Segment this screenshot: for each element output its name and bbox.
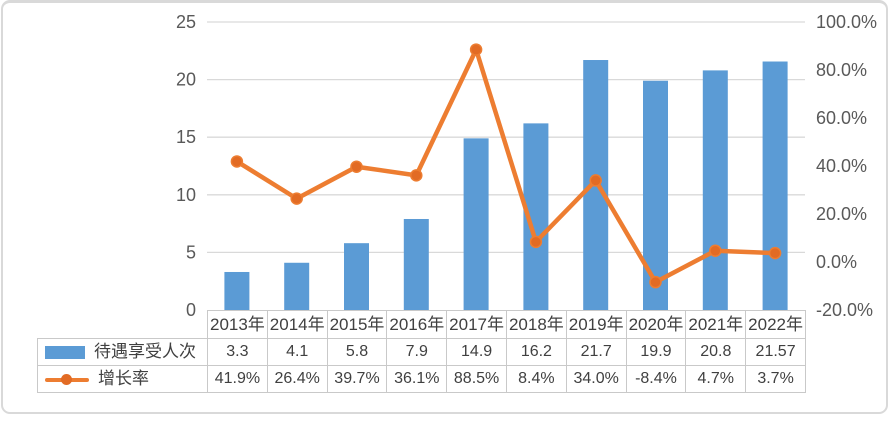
legend-cell-bar-series: 待遇享受人次: [37, 338, 208, 366]
left-axis-tick: 15: [176, 127, 196, 147]
value-cell: 7.9: [386, 338, 448, 366]
value-cell: 39.7%: [326, 365, 388, 393]
year-header-cell: 2022年: [745, 310, 806, 339]
value-cell: 8.4%: [505, 365, 567, 393]
value-cell: 16.2: [505, 338, 567, 366]
year-header-cell: 2020年: [625, 310, 687, 339]
marker-2017年: [469, 43, 483, 56]
right-axis-tick: -20.0%: [816, 300, 873, 320]
bar-2022年: [762, 61, 788, 311]
value-cell: 21.57: [745, 338, 806, 366]
marker-2016年: [410, 169, 423, 182]
chart-data-table: 2013年 2014年 2015年 2016年 2017年 2018年 2019年 2020年…: [37, 310, 806, 393]
marker-2020年: [649, 275, 662, 289]
left-axis-tick: 5: [186, 242, 196, 262]
value-cell: 34.0%: [565, 365, 627, 393]
line-legend-swatch-icon: [45, 373, 89, 386]
value-cell: 36.1%: [386, 365, 448, 393]
bar-2021年: [702, 70, 728, 310]
year-header-cell: 2015年: [326, 310, 388, 339]
value-cell: 41.9%: [207, 365, 268, 393]
value-cell: 3.7%: [745, 365, 806, 393]
year-header-cell: 2019年: [565, 310, 627, 339]
right-axis-tick: 20.0%: [816, 204, 867, 224]
value-cell: -8.4%: [625, 365, 687, 393]
left-axis-tick: 10: [176, 185, 196, 205]
year-header-cell: 2016年: [386, 310, 448, 339]
bar-2016年: [403, 218, 429, 310]
series-label: 待遇享受人次: [94, 342, 196, 361]
left-axis-tick: 0: [186, 300, 196, 320]
right-axis-tick: 0.0%: [816, 252, 857, 272]
legend-cell-line-series: 增长率: [37, 365, 208, 393]
bar-2014年: [284, 262, 310, 310]
value-cell: 26.4%: [266, 365, 328, 393]
value-cell: 5.8: [326, 338, 388, 366]
marker-2014年: [290, 192, 303, 205]
value-cell: 3.3: [207, 338, 268, 366]
right-axis-tick: 60.0%: [816, 108, 867, 128]
left-axis-tick: 20: [176, 70, 196, 90]
series-label: 增长率: [98, 369, 149, 388]
value-cell: 20.8: [685, 338, 747, 366]
value-cell: 21.7: [565, 338, 627, 366]
bar-2013年: [224, 271, 250, 310]
value-cell: 4.7%: [685, 365, 747, 393]
value-cell: 19.9: [625, 338, 687, 366]
marker-2013年: [230, 155, 244, 168]
right-axis-tick: 80.0%: [816, 60, 867, 80]
bar-2015年: [344, 243, 369, 310]
value-cell: 88.5%: [446, 365, 507, 393]
growth-rate-line: [234, 47, 778, 285]
value-cell: 14.9: [446, 338, 507, 366]
marker-2022年: [768, 246, 782, 260]
right-axis-tick: 40.0%: [816, 156, 867, 176]
bar-2017年: [463, 138, 489, 310]
year-header-cell: 2021年: [685, 310, 747, 339]
year-header-cell: 2018年: [505, 310, 567, 339]
year-header-cell: 2013年: [207, 310, 268, 339]
year-header-cell: 2014年: [266, 310, 328, 339]
year-header-cell: 2017年: [446, 310, 507, 339]
right-axis-tick: 100.0%: [816, 12, 877, 32]
bar-legend-swatch-icon: [45, 345, 85, 359]
marker-2018年: [529, 235, 543, 249]
value-cell: 4.1: [266, 338, 328, 366]
marker-2015年: [350, 160, 363, 173]
left-axis-tick: 25: [176, 12, 196, 32]
marker-2021年: [709, 244, 722, 257]
marker-2019年: [589, 174, 602, 187]
table-corner-blank: [38, 311, 208, 339]
